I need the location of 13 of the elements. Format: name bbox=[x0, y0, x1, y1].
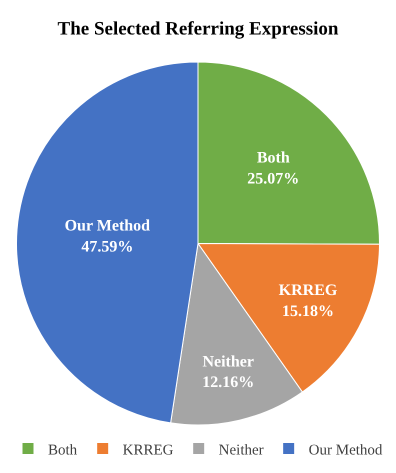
slice-label: Both bbox=[256, 150, 290, 167]
slice-label: Neither bbox=[202, 353, 254, 370]
data-label: 47.59% bbox=[81, 238, 134, 256]
chart-title: The Selected Referring Expression bbox=[58, 18, 339, 40]
slice-label: Our Method bbox=[64, 218, 150, 235]
legend-label: Neither bbox=[218, 442, 264, 458]
legend-label: KRREG bbox=[122, 442, 174, 458]
legend-label: Both bbox=[48, 442, 78, 458]
data-label: 15.18% bbox=[282, 302, 334, 320]
slice-label: KRREG bbox=[278, 282, 338, 300]
data-label: 25.07% bbox=[247, 170, 300, 188]
data-label: 12.16% bbox=[202, 374, 254, 392]
legend-label: Our Method bbox=[308, 442, 383, 458]
